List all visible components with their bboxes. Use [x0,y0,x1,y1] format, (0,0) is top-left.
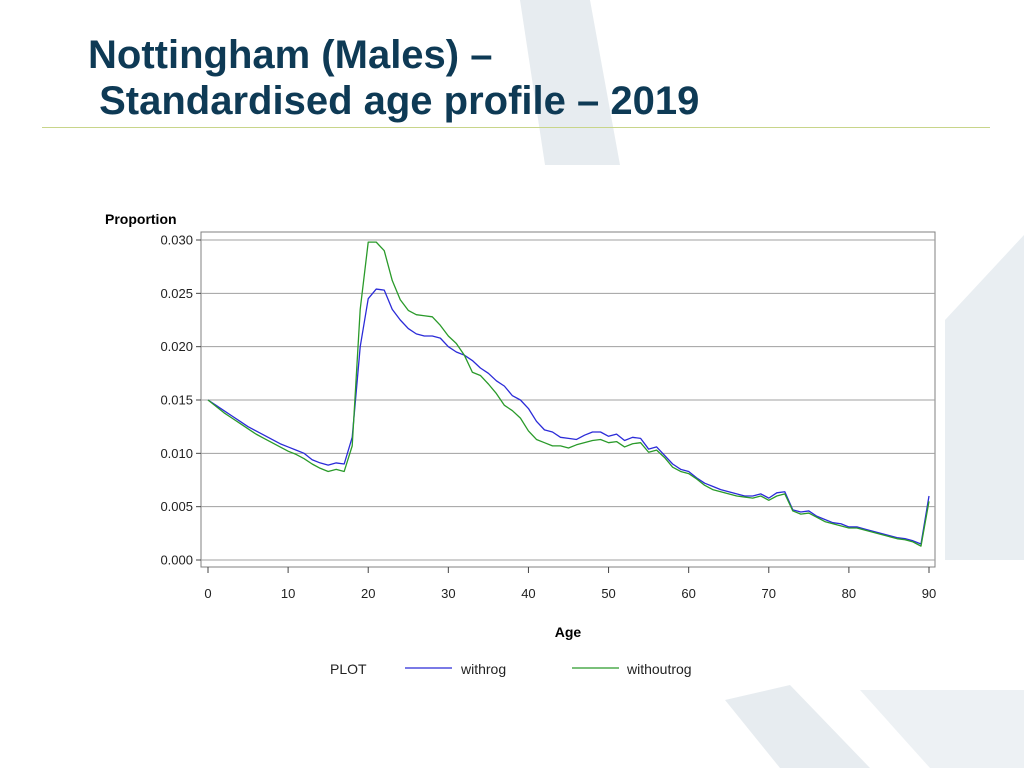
series-line-withoutrog [207,241,930,547]
slide-title-line-1: Nottingham (Males) – [88,33,493,77]
y-tick-label: 0.025 [160,286,193,301]
x-tick-label: 40 [521,586,535,601]
x-tick-label: 10 [281,586,295,601]
y-tick-label: 0.000 [160,553,193,568]
y-tick-label: 0.030 [160,233,193,248]
legend-label-withoutrog: withoutrog [626,661,692,677]
title-divider [42,127,990,128]
series-line-withrog [207,288,930,545]
y-axis: 0.000 0.005 0.010 0.015 0.020 0.025 0.030 [160,233,201,568]
y-tick-label: 0.015 [160,393,193,408]
grid-lines [201,239,935,561]
x-tick-label: 70 [762,586,776,601]
x-tick-label: 20 [361,586,375,601]
y-axis-label: Proportion [105,211,177,227]
x-tick-label: 90 [922,586,936,601]
x-tick-label: 60 [681,586,695,601]
legend-title: PLOT [330,661,367,677]
legend-label-withrog: withrog [460,661,506,677]
x-tick-label: 50 [601,586,615,601]
x-tick-label: 0 [204,586,211,601]
slide-title-line-2: Standardised age profile – 2019 [88,79,700,123]
background-chevron-right [945,235,1024,560]
x-axis: 0 10 20 30 40 50 60 70 80 90 [204,567,936,601]
y-tick-label: 0.020 [160,339,193,354]
slide-title: Nottingham (Males) – Standardised age pr… [88,32,699,124]
x-axis-label: Age [555,624,582,640]
legend: PLOT withrog withoutrog [330,661,692,677]
series-lines [207,241,930,547]
x-tick-label: 80 [842,586,856,601]
y-tick-label: 0.005 [160,499,193,514]
background-chevron-top [520,0,620,165]
x-tick-label: 30 [441,586,455,601]
background-chevron-bottom-right [860,690,1024,768]
y-tick-label: 0.010 [160,446,193,461]
background-chevron-bottom [725,685,870,768]
